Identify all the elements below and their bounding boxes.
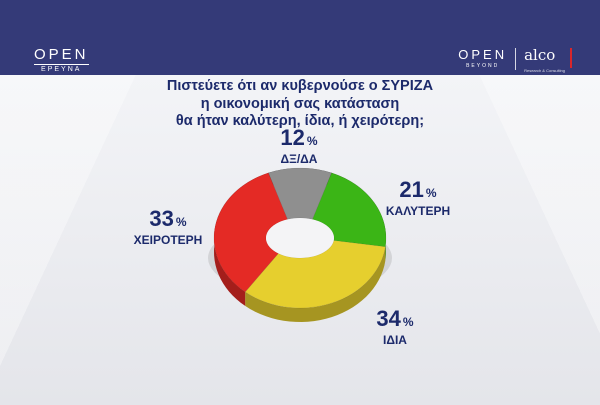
- label-idia: 34% ΙΔΙΑ: [370, 308, 420, 348]
- question-line-3: θα ήταν καλύτερη, ίδια, ή χειρότερη;: [175, 113, 425, 129]
- logo-open-text: OPEN: [34, 46, 89, 63]
- open-beyond-logo: OPEN BEYOND: [458, 48, 507, 69]
- partner-logos: OPEN BEYOND alco Research & Consulting: [458, 48, 572, 78]
- value-dkda: 12: [280, 125, 305, 150]
- header-bar: [0, 0, 600, 75]
- label-dkda: 12% ΔΞ/ΔΑ: [274, 127, 324, 167]
- value-kalyteri: 21: [399, 177, 424, 202]
- label-xeiroteri: 33% ΧΕΙΡΟΤΕΡΗ: [130, 208, 206, 248]
- value-label-idia: 34%: [370, 308, 420, 333]
- logo-divider: [515, 48, 517, 70]
- unit-xeiroteri: %: [175, 215, 187, 229]
- open-erevna-logo: OPEN ΕΡΕΥΝΑ: [34, 47, 89, 73]
- value-label-dkda: 12%: [274, 127, 324, 152]
- question-line-1: Πιστεύετε ότι αν κυβερνούσε ο ΣΥΡΙΖΑ: [166, 78, 434, 94]
- alco-tagline: Research & Consulting: [524, 68, 565, 73]
- unit-idia: %: [402, 315, 414, 329]
- category-xeiroteri: ΧΕΙΡΟΤΕΡΗ: [133, 233, 203, 247]
- donut-hole: [266, 218, 334, 258]
- question-line-2: η οικονομική σας κατάσταση: [200, 95, 400, 112]
- logo-beyond-text: BEYOND: [466, 63, 500, 69]
- alco-red-bar: [570, 48, 572, 68]
- unit-kalyteri: %: [425, 186, 437, 200]
- category-dkda: ΔΞ/ΔΑ: [280, 152, 318, 166]
- donut-slices: [208, 167, 392, 322]
- value-label-kalyteri: 21%: [383, 179, 453, 204]
- alco-logo: alco Research & Consulting: [524, 48, 565, 78]
- category-idia: ΙΔΙΑ: [383, 333, 407, 347]
- alco-logo-text: alco: [524, 46, 556, 64]
- category-kalyteri: ΚΑΛΥΤΕΡΗ: [385, 204, 451, 218]
- logo-erevna-text: ΕΡΕΥΝΑ: [34, 64, 89, 73]
- label-kalyteri: 21% ΚΑΛΥΤΕΡΗ: [383, 179, 453, 219]
- value-xeiroteri: 33: [149, 206, 174, 231]
- unit-dkda: %: [306, 134, 318, 148]
- value-idia: 34: [376, 306, 401, 331]
- value-label-xeiroteri: 33%: [130, 208, 206, 233]
- poll-question: Πιστεύετε ότι αν κυβερνούσε ο ΣΥΡΙΖΑ η ο…: [0, 78, 600, 129]
- logo-open-beyond-text: OPEN: [458, 47, 508, 62]
- slice-side-1: [245, 246, 386, 322]
